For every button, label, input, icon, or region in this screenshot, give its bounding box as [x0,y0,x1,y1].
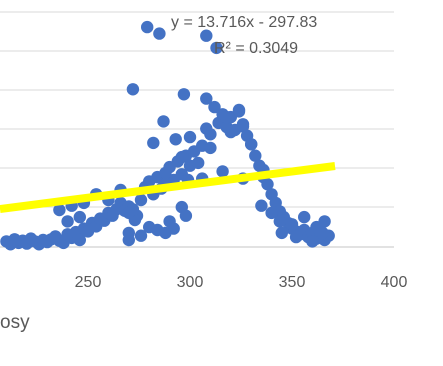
data-point [232,103,246,117]
x-tick-label: 300 [177,274,204,291]
data-point [265,206,278,220]
data-point [157,115,170,128]
data-point [183,130,197,144]
data-point [289,230,303,244]
data-point [275,226,288,240]
data-point [208,100,221,114]
data-point [61,215,74,228]
data-point [200,92,213,105]
data-point [159,166,172,180]
trendline-group [0,162,336,213]
data-point [175,150,188,164]
data-point [192,156,205,170]
data-point [73,210,87,224]
data-point [298,210,311,224]
x-tick-labels: 250 300 350 400 [75,274,408,291]
data-point [134,193,148,207]
data-point [134,229,148,242]
data-point [210,41,223,55]
data-point [73,233,87,247]
data-point [204,128,217,141]
x-tick-label: 400 [381,274,408,291]
data-point [249,149,262,162]
x-tick-label: 250 [75,274,102,291]
data-point [255,199,268,212]
trendline-equation: y = 13.716x - 297.83 [171,14,317,31]
data-point [122,206,135,220]
data-point [141,20,154,34]
data-point [179,209,193,222]
data-point [285,218,299,231]
data-point [200,29,213,42]
x-axis-title: osy [0,312,30,333]
data-point [216,165,229,178]
data-point [261,178,274,191]
trendline [0,162,336,213]
data-points [0,20,335,251]
data-point [177,88,191,101]
data-point [153,27,166,40]
data-point [122,233,135,247]
data-point [245,138,258,151]
data-point [236,120,250,133]
data-point [220,110,233,124]
data-point [273,215,286,228]
data-point [204,141,217,155]
data-point [53,203,66,217]
data-point [167,222,180,235]
data-point [147,136,160,150]
data-point [306,235,319,248]
data-point [169,133,182,146]
data-point [126,83,140,96]
r-squared-label: R² = 0.3049 [214,40,298,57]
x-tick-label: 350 [279,274,306,291]
data-point [224,125,237,139]
data-point [316,226,329,240]
data-point [318,215,331,228]
